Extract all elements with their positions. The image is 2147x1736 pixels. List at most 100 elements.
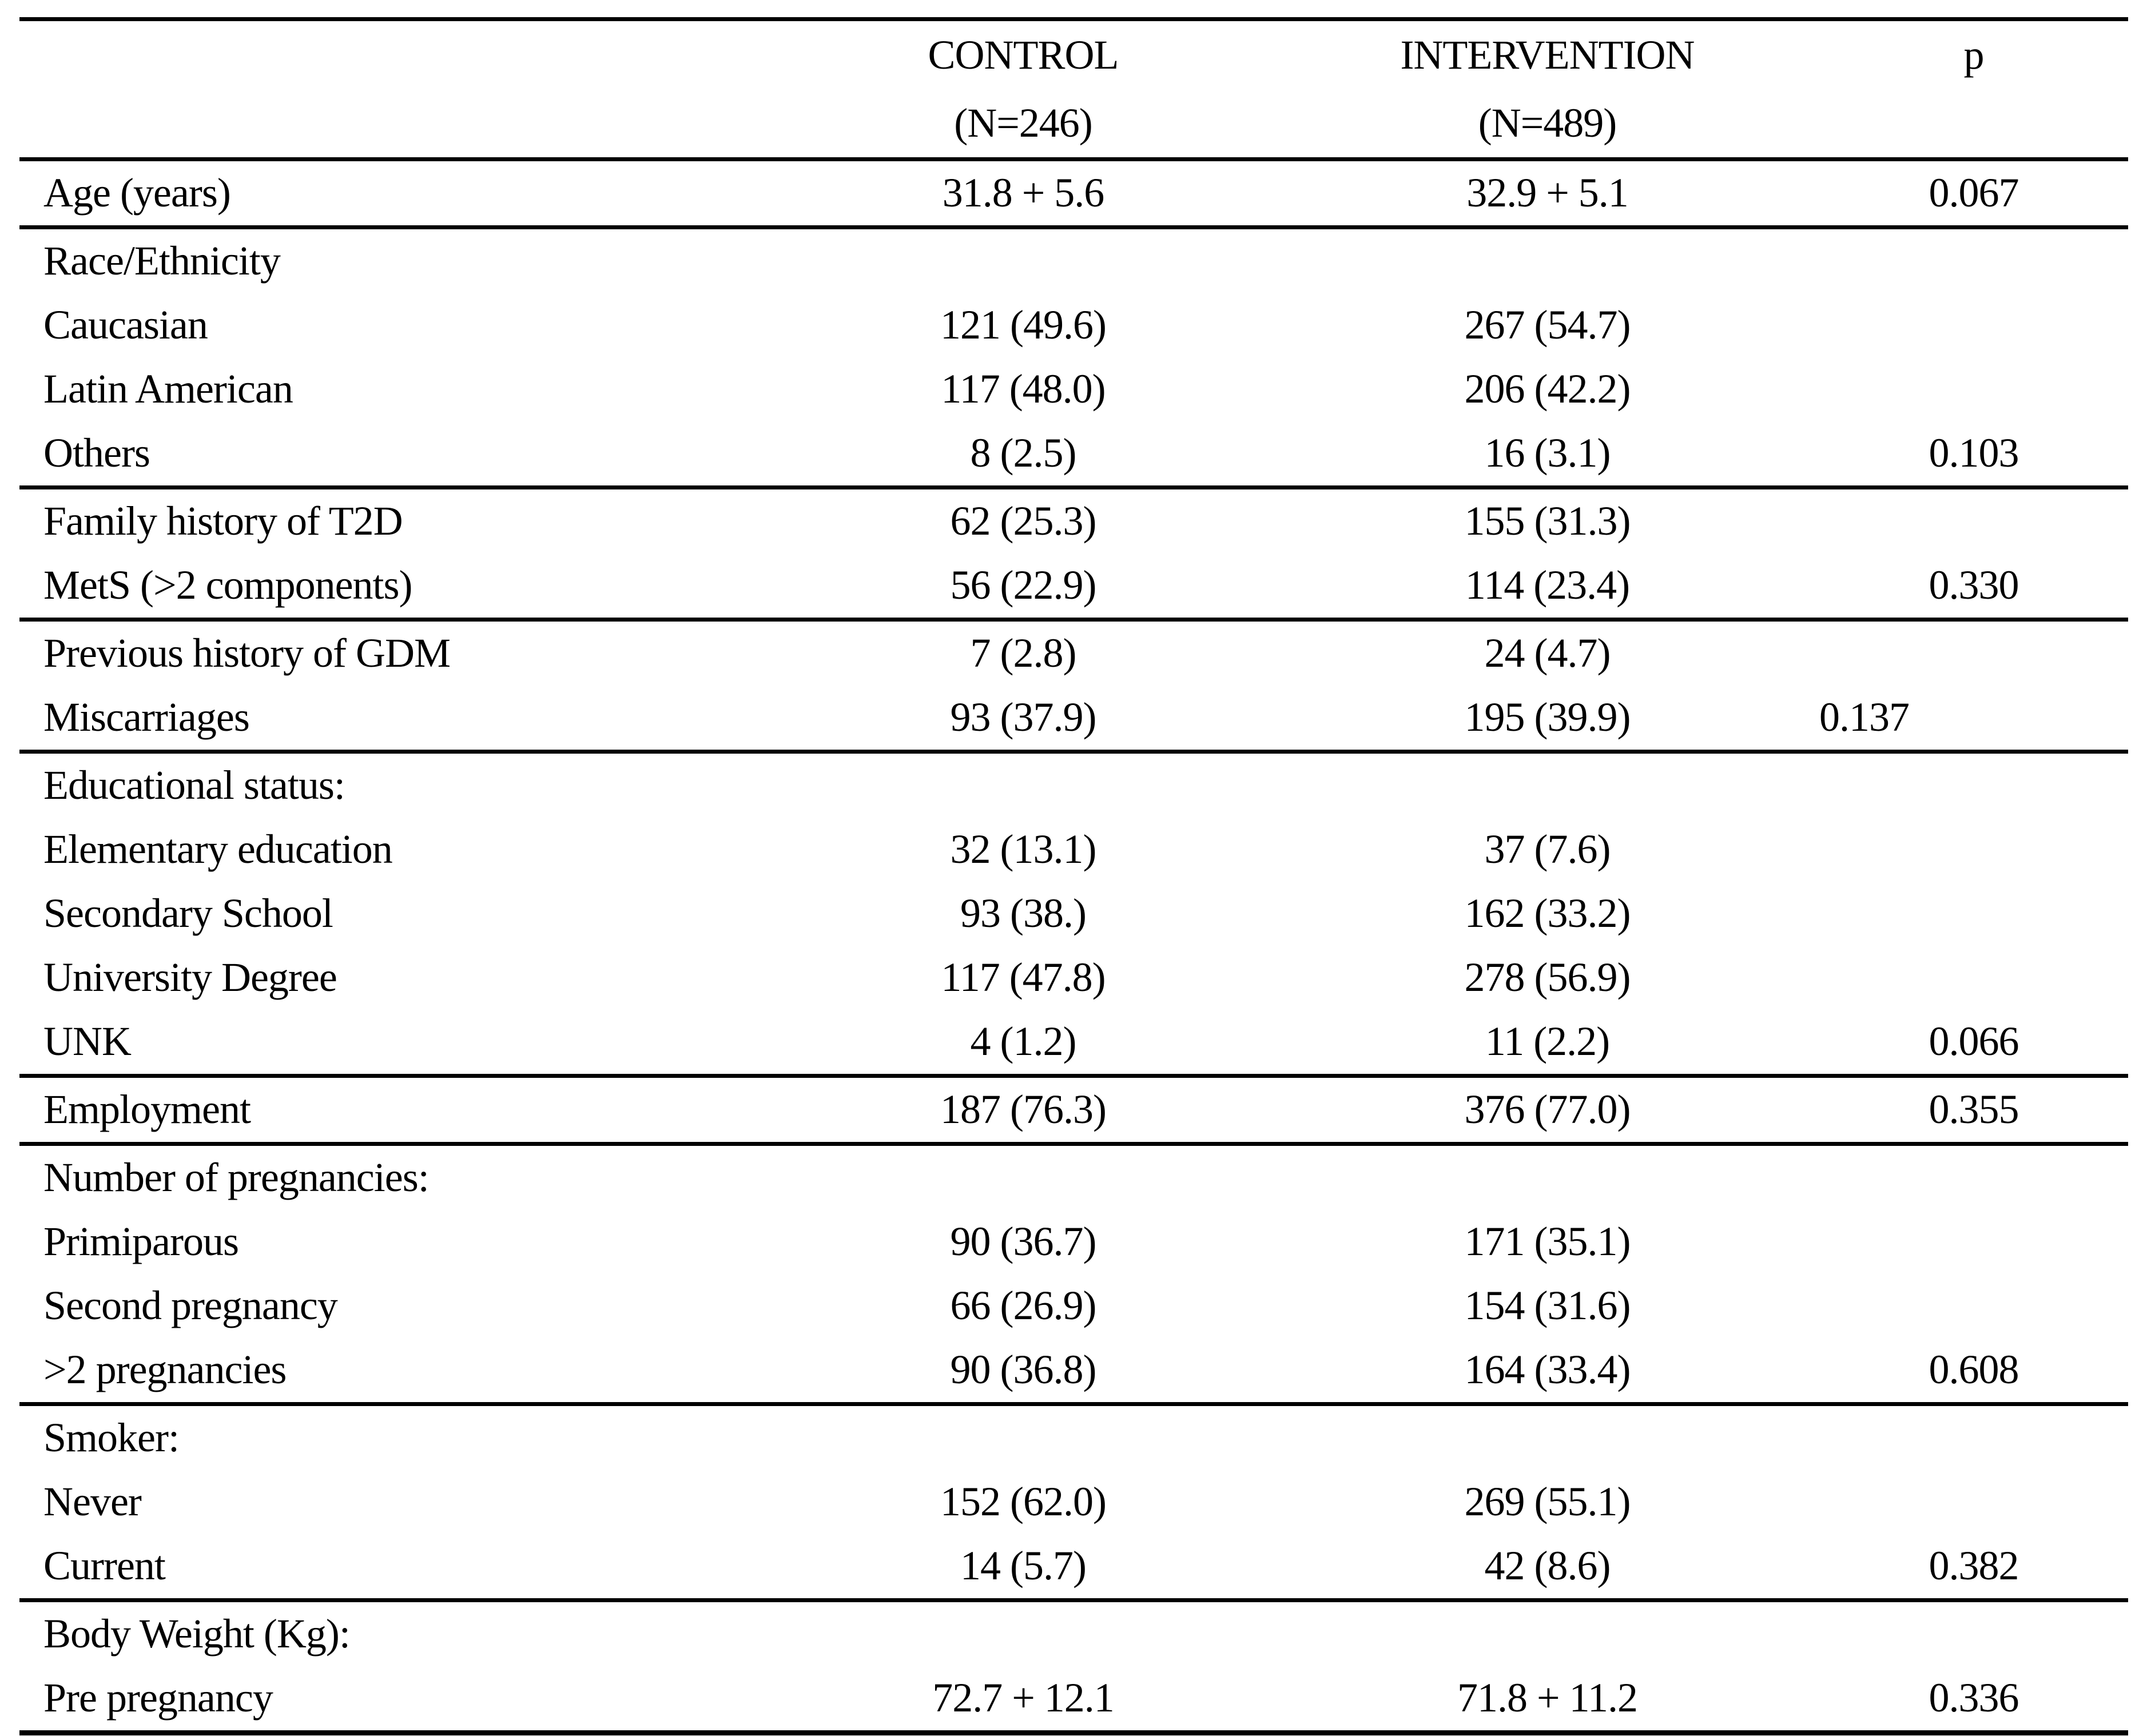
p-value-cell: 0.336 [1929, 1675, 2019, 1721]
p-value-cell [1819, 1600, 2128, 1667]
table-row: Secondary School 93 (38.) 162 (33.2) [19, 882, 2128, 946]
table-row: Latin American 117 (48.0) 206 (42.2) [19, 357, 2128, 421]
table-row: Smoker: [19, 1404, 2128, 1471]
table-row: University Degree 117 (47.8) 278 (56.9) [19, 946, 2128, 1010]
row-label-cell: Secondary School [43, 890, 333, 937]
control-value-cell: 187 (76.3) [940, 1086, 1107, 1133]
intervention-value-cell: 171 (35.1) [1464, 1219, 1631, 1265]
intervention-value-cell: 16 (3.1) [1484, 430, 1611, 476]
row-label-cell: Family history of T2D [43, 498, 403, 544]
intervention-value-cell [1275, 752, 1819, 818]
row-label-cell: UNK [43, 1018, 132, 1065]
intervention-value-cell [1275, 1144, 1819, 1211]
control-value-cell: 90 (36.8) [950, 1347, 1097, 1393]
control-value-cell: 117 (47.8) [941, 954, 1106, 1001]
table-section-0: Age (years) 31.8 + 5.6 32.9 + 5.1 0.067 [19, 159, 2128, 228]
control-value-cell: 62 (25.3) [950, 498, 1097, 544]
row-label-cell: >2 pregnancies [43, 1347, 287, 1393]
control-value-cell [771, 1144, 1275, 1211]
row-label-cell: University Degree [43, 954, 337, 1001]
table-row: Primiparous 90 (36.7) 171 (35.1) [19, 1210, 2128, 1274]
table-section-3: Previous history of GDM 7 (2.8) 24 (4.7) Mi… [19, 619, 2128, 752]
intervention-value-cell [1275, 1600, 1819, 1667]
control-value-cell [771, 1600, 1275, 1667]
row-label-cell: Elementary education [43, 826, 393, 873]
header-intervention-cell: INTERVENTION [1400, 31, 1695, 78]
control-value-cell: 31.8 + 5.6 [942, 170, 1105, 216]
table-row: Body Weight (Kg): [19, 1600, 2128, 1667]
table-header: CONTROL INTERVENTION p (N=246) (N=489) [19, 19, 2128, 160]
table-section-4: Educational status: Elementary education 3… [19, 751, 2128, 1076]
intervention-value-cell: 195 (39.9) [1464, 694, 1631, 740]
row-label-cell: MetS (>2 components) [43, 562, 413, 608]
control-value-cell: 93 (38.) [960, 890, 1087, 937]
p-value-cell [1819, 1144, 2128, 1211]
p-value-cell [1819, 357, 2128, 421]
header-control-cell: CONTROL [928, 31, 1119, 78]
p-value-cell [1819, 1210, 2128, 1274]
table-row: MetS (>2 components) 56 (22.9) 114 (23.4) 0… [19, 554, 2128, 620]
table-row: Race/Ethnicity [19, 228, 2128, 294]
row-label-cell: Others [43, 430, 150, 476]
table-row: Second pregnancy 66 (26.9) 154 (31.6) [19, 1274, 2128, 1338]
table-section-6: Number of pregnancies: Primiparous 90 (36.… [19, 1144, 2128, 1404]
table-row: Educational status: [19, 752, 2128, 818]
intervention-value-cell: 269 (55.1) [1464, 1479, 1631, 1525]
table-row: Caucasian 121 (49.6) 267 (54.7) [19, 293, 2128, 357]
row-label-cell: Never [43, 1479, 142, 1525]
header-row-2: (N=246) (N=489) [19, 89, 2128, 160]
p-value-cell [1819, 620, 2128, 686]
row-label-cell: Current [43, 1543, 166, 1589]
p-value-cell: 0.103 [1929, 430, 2019, 476]
intervention-value-cell: 154 (31.6) [1464, 1283, 1631, 1329]
row-label-cell: Miscarriages [43, 694, 250, 740]
p-value-cell: 0.330 [1929, 562, 2019, 608]
intervention-value-cell: 42 (8.6) [1484, 1543, 1611, 1589]
p-value-cell: 0.355 [1929, 1086, 2019, 1133]
p-value-cell [1819, 293, 2128, 357]
intervention-value-cell: 267 (54.7) [1464, 302, 1631, 348]
table-row: Age (years) 31.8 + 5.6 32.9 + 5.1 0.067 [19, 160, 2128, 228]
row-label-cell: Previous history of GDM [43, 630, 451, 676]
p-value-cell [1819, 1274, 2128, 1338]
control-value-cell: 93 (37.9) [950, 694, 1097, 740]
row-label-cell: Body Weight (Kg): [43, 1611, 351, 1657]
header-control-n-cell: (N=246) [954, 99, 1093, 146]
control-value-cell: 56 (22.9) [950, 562, 1097, 608]
table-row: Employment 187 (76.3) 376 (77.0) 0.355 [19, 1076, 2128, 1144]
control-value-cell: 8 (2.5) [970, 430, 1077, 476]
control-value-cell: 4 (1.2) [970, 1018, 1077, 1065]
intervention-value-cell: 24 (4.7) [1484, 630, 1611, 676]
p-value-cell: 0.382 [1929, 1543, 2019, 1589]
header-intervention-n-cell: (N=489) [1478, 99, 1617, 146]
p-value-cell [1819, 946, 2128, 1010]
row-label-cell: Smoker: [43, 1415, 180, 1461]
intervention-value-cell: 155 (31.3) [1464, 498, 1631, 544]
control-value-cell [771, 1404, 1275, 1471]
table-section-1: Race/Ethnicity Caucasian 121 (49.6) 267 (54… [19, 227, 2128, 488]
intervention-value-cell [1275, 228, 1819, 294]
row-label-cell: Race/Ethnicity [43, 238, 281, 284]
control-value-cell: 32 (13.1) [950, 826, 1097, 873]
p-value-cell: 0.608 [1929, 1347, 2019, 1393]
row-label-cell: Second pregnancy [43, 1283, 338, 1329]
intervention-value-cell: 376 (77.0) [1464, 1086, 1631, 1133]
intervention-value-cell: 278 (56.9) [1464, 954, 1631, 1001]
intervention-value-cell: 206 (42.2) [1464, 366, 1631, 412]
table-row: Number of pregnancies: [19, 1144, 2128, 1211]
header-p-cell: p [1963, 31, 1985, 78]
p-value-cell: 0.066 [1929, 1018, 2019, 1065]
table-row: Pre pregnancy 72.7 + 12.1 71.8 + 11.2 0.336 [19, 1666, 2128, 1733]
intervention-value-cell: 11 (2.2) [1485, 1018, 1610, 1065]
table-row: Never 152 (62.0) 269 (55.1) [19, 1470, 2128, 1534]
p-value-cell: 0.067 [1929, 170, 2019, 216]
p-value-cell [1819, 488, 2128, 554]
control-value-cell: 66 (26.9) [950, 1283, 1097, 1329]
table-row: UNK 4 (1.2) 11 (2.2) 0.066 [19, 1010, 2128, 1076]
control-value-cell: 121 (49.6) [940, 302, 1107, 348]
p-value-cell [1819, 818, 2128, 882]
table-section-5: Employment 187 (76.3) 376 (77.0) 0.355 [19, 1076, 2128, 1144]
intervention-value-cell: 71.8 + 11.2 [1457, 1675, 1638, 1721]
table-row: Elementary education 32 (13.1) 37 (7.6) [19, 818, 2128, 882]
p-value-cell [1819, 1404, 2128, 1471]
